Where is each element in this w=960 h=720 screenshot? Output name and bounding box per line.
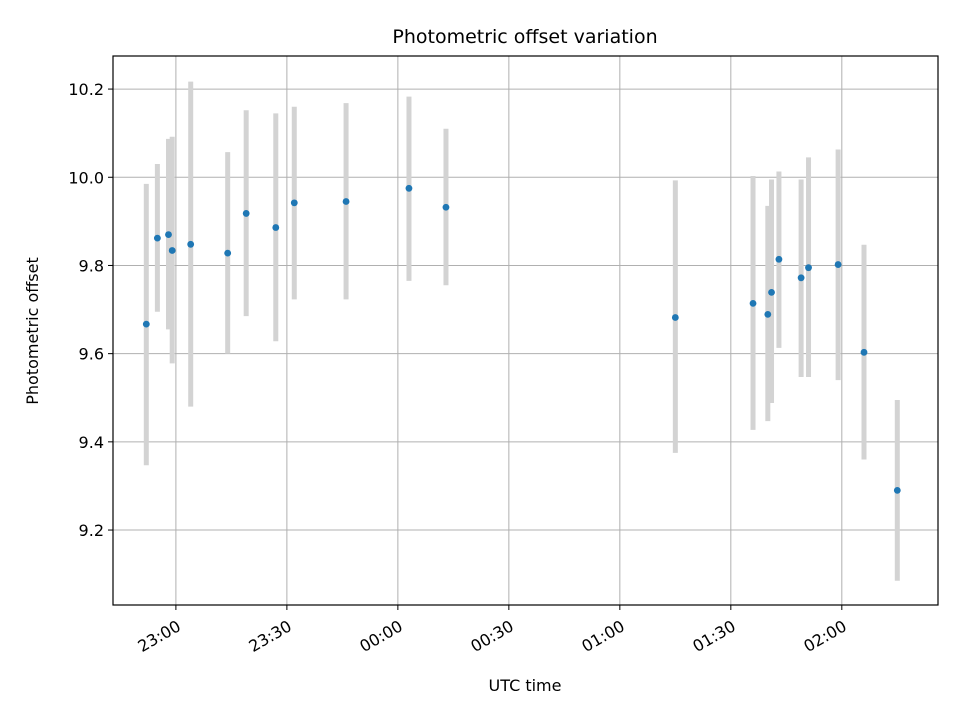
x-axis-title: UTC time (489, 676, 562, 695)
data-point (749, 299, 757, 307)
x-tick-label: 00:00 (356, 616, 405, 656)
y-tick-label: 9.6 (79, 345, 104, 364)
data-point (893, 486, 901, 494)
data-point (242, 210, 250, 217)
x-tick-label: 01:00 (578, 616, 627, 656)
data-point (153, 234, 161, 242)
data-point (797, 274, 805, 282)
data-point (764, 311, 772, 318)
data-point (142, 320, 150, 328)
x-tick-label: 01:30 (689, 616, 738, 656)
y-axis-title: Photometric offset (23, 257, 42, 405)
data-point (187, 240, 195, 248)
data-point (671, 314, 679, 321)
y-tick-label: 9.8 (79, 256, 104, 275)
data-points (142, 184, 901, 494)
data-point (224, 249, 232, 257)
y-tick-label: 9.4 (79, 433, 104, 452)
x-tick-label: 23:00 (134, 616, 183, 656)
data-point (768, 288, 775, 296)
y-tick-label: 10.2 (68, 80, 104, 99)
data-point (290, 199, 298, 207)
x-tick-label: 23:30 (245, 616, 294, 656)
data-point (805, 264, 812, 272)
grid (113, 56, 938, 605)
x-axis-ticks: 23:00 23:30 00:00 00:30 01:00 01:30 02:00 (134, 605, 850, 656)
data-point (165, 231, 172, 238)
chart-title: Photometric offset variation (392, 26, 657, 48)
data-point (442, 203, 450, 211)
y-tick-label: 10.0 (68, 168, 104, 187)
data-point (342, 198, 350, 205)
data-point (405, 184, 413, 192)
data-point (834, 261, 842, 268)
data-point (272, 224, 280, 231)
y-axis-ticks: 9.2 9.4 9.6 9.8 10.0 10.2 (68, 80, 113, 540)
plot-frame (112, 55, 939, 606)
x-tick-label: 00:30 (467, 616, 516, 656)
x-tick-label: 02:00 (800, 616, 849, 656)
data-point (860, 348, 868, 356)
error-bars (143, 81, 900, 581)
y-tick-label: 9.2 (79, 521, 104, 540)
data-point (168, 247, 176, 254)
data-point (775, 255, 783, 263)
